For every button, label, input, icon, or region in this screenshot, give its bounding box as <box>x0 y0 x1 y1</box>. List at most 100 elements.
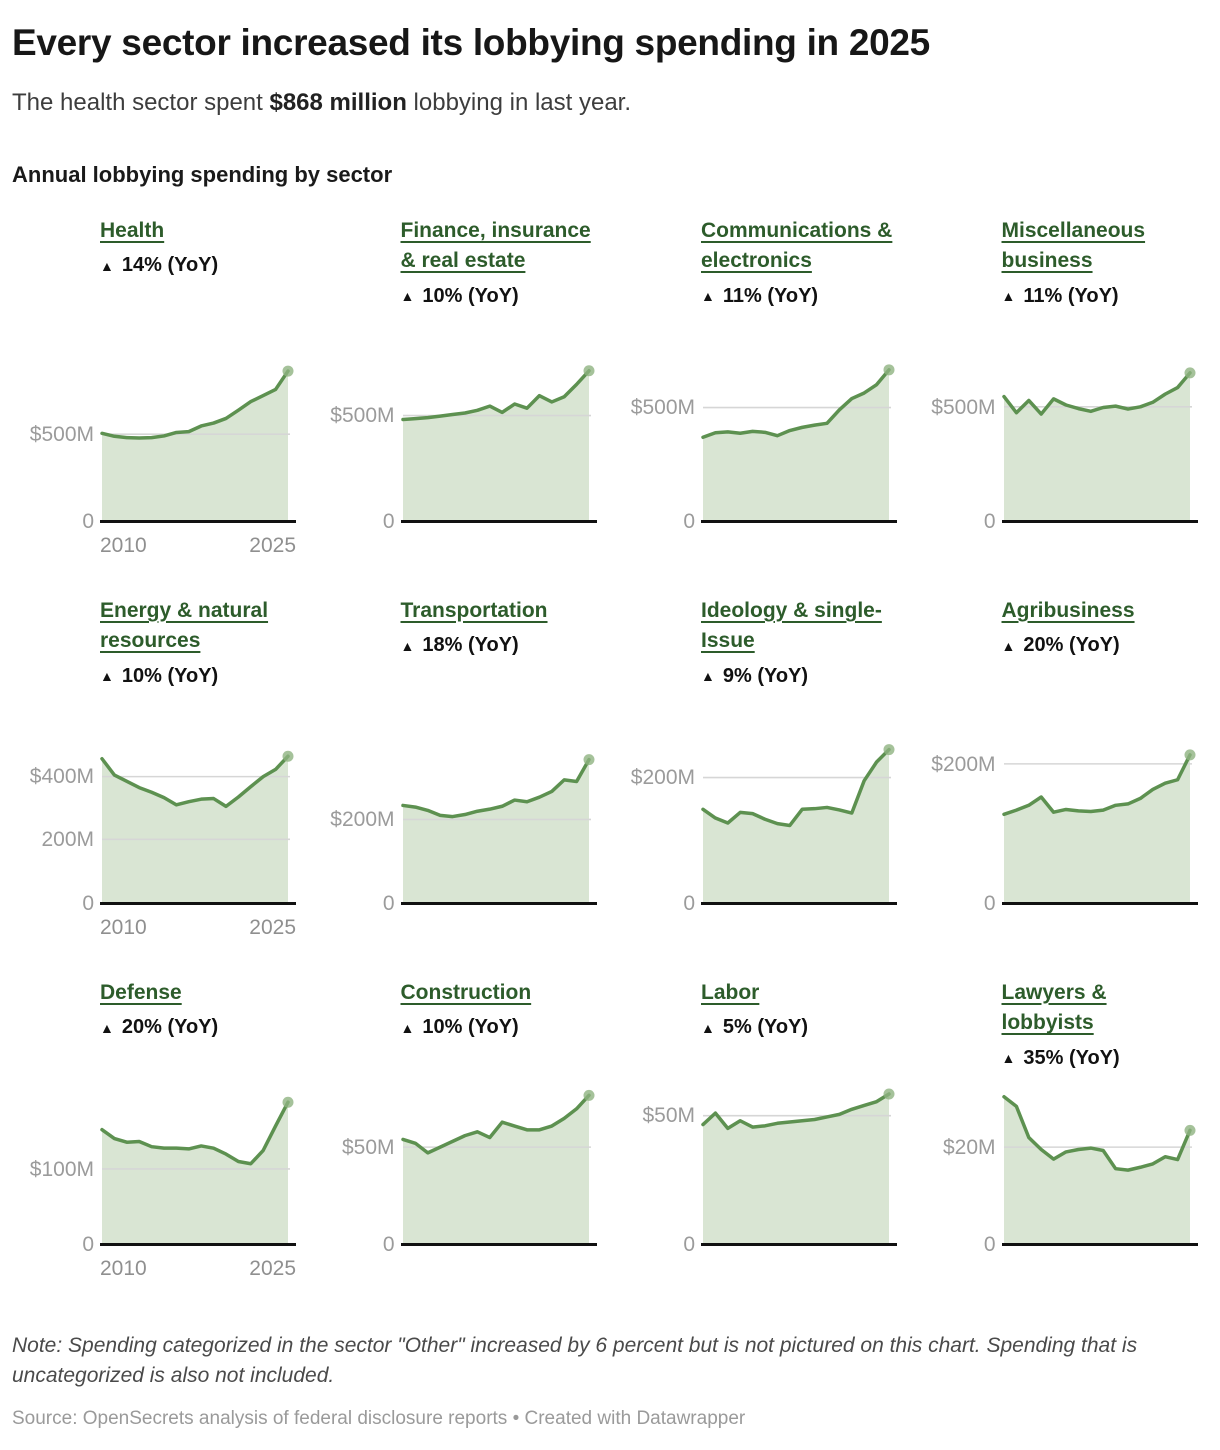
up-arrow-icon: ▲ <box>701 668 715 685</box>
chart-title-construction[interactable]: Construction <box>400 980 532 1004</box>
y-axis-label: 0 <box>82 1233 94 1257</box>
chart-title-lawyers-lobbyists[interactable]: Lawyers & lobbyists <box>1001 980 1107 1035</box>
chart-title-health[interactable]: Health <box>100 218 165 242</box>
latest-point-dot <box>583 753 594 765</box>
latest-point-dot <box>282 1096 294 1108</box>
area-fill <box>703 369 889 520</box>
chart-header: Health ▲ 14% (YoY) <box>100 216 296 352</box>
mini-area-chart-labor: $50M 0 <box>613 1075 906 1255</box>
yoy-change: ▲ 10% (YoY) <box>401 285 597 308</box>
trend-line <box>1001 1094 1192 1172</box>
latest-point-dot <box>883 364 895 376</box>
chart-canvas <box>1001 1094 1198 1246</box>
y-axis-label: $500M <box>931 395 996 419</box>
chart-title-energy-natural-resources[interactable]: Energy & natural resources <box>100 598 269 653</box>
yoy-change: ▲ 11% (YoY) <box>1002 285 1198 308</box>
up-arrow-icon: ▲ <box>1001 637 1016 654</box>
y-axis-label: $500M <box>630 396 695 420</box>
latest-point-dot <box>1184 749 1195 761</box>
chart-cell-lawyers-lobbyists: Lawyers & lobbyists ▲ 35% (YoY) $20M 0 <box>914 978 1207 1281</box>
up-arrow-icon: ▲ <box>400 637 415 654</box>
chart-canvas <box>100 1096 296 1246</box>
y-axis-label: 0 <box>82 892 94 916</box>
yoy-change-label: 11% (YoY) <box>722 284 819 307</box>
mini-area-chart-defense: $100M 0 <box>12 1075 305 1255</box>
charts-grid: Health ▲ 14% (YoY) $500M 0 2010 2025 Finance, i… <box>12 216 1206 1281</box>
latest-point-dot <box>883 1088 895 1100</box>
subtitle-suffix: lobbying in last year. <box>406 88 632 116</box>
yoy-change-label: 9% (YoY) <box>722 664 809 687</box>
chart-header: Lawyers & lobbyists ▲ 35% (YoY) <box>1002 978 1198 1075</box>
chart-cell-transportation: Transportation ▲ 18% (YoY) $200M 0 <box>313 596 606 940</box>
chart-header: Miscellaneous business ▲ 11% (YoY) <box>1002 216 1198 352</box>
mini-area-chart-communications-electronics: $500M 0 <box>613 352 906 532</box>
chart-header: Defense ▲ 20% (YoY) <box>100 978 296 1075</box>
y-axis-label: 0 <box>983 892 996 916</box>
area-fill <box>1003 754 1190 902</box>
x-axis-tick-label: 2010 <box>100 533 147 557</box>
yoy-change: ▲ 18% (YoY) <box>401 634 597 657</box>
chart-title-finance-insurance-real-estate[interactable]: Finance, insurance & real estate <box>400 218 591 273</box>
up-arrow-icon: ▲ <box>400 288 415 305</box>
chart-cell-health: Health ▲ 14% (YoY) $500M 0 2010 2025 <box>12 216 305 558</box>
area-fill <box>102 370 288 520</box>
chart-cell-miscellaneous-business: Miscellaneous business ▲ 11% (YoY) $500M 0 <box>914 216 1207 558</box>
y-axis-label: $500M <box>29 422 94 446</box>
chart-title-defense[interactable]: Defense <box>100 980 182 1004</box>
trend-line <box>1001 752 1192 816</box>
subtitle-prefix: The health sector spent <box>12 88 270 116</box>
yoy-change: ▲ 10% (YoY) <box>401 1016 597 1039</box>
y-axis-label: 0 <box>382 1233 395 1257</box>
mini-area-chart-lawyers-lobbyists: $20M 0 <box>914 1075 1207 1255</box>
latest-point-dot <box>282 750 294 762</box>
y-axis-label: 0 <box>382 892 395 916</box>
up-arrow-icon: ▲ <box>400 1019 415 1036</box>
yoy-change-label: 10% (YoY) <box>422 1016 519 1039</box>
y-axis-label: 0 <box>683 892 695 916</box>
chart-cell-construction: Construction ▲ 10% (YoY) $50M 0 <box>313 978 606 1281</box>
chart-cell-ideology-single-issue: Ideology & single-Issue ▲ 9% (YoY) $200M 0 <box>613 596 906 940</box>
chart-title-miscellaneous-business[interactable]: Miscellaneous business <box>1001 218 1146 273</box>
y-axis-label: 0 <box>983 510 996 534</box>
chart-cell-agribusiness: Agribusiness ▲ 20% (YoY) $200M 0 <box>914 596 1207 940</box>
chart-title-labor[interactable]: Labor <box>701 980 760 1004</box>
y-axis-label: $200M <box>931 752 996 776</box>
up-arrow-icon: ▲ <box>100 668 114 685</box>
chart-cell-labor: Labor ▲ 5% (YoY) $50M 0 <box>613 978 906 1281</box>
up-arrow-icon: ▲ <box>1001 1050 1016 1067</box>
up-arrow-icon: ▲ <box>1001 288 1016 305</box>
x-axis-tick-label: 2025 <box>249 915 296 939</box>
yoy-change-label: 10% (YoY) <box>422 284 519 307</box>
source-line: Source: OpenSecrets analysis of federal … <box>12 1407 746 1429</box>
y-axis-label: 200M <box>41 828 94 852</box>
x-axis-tick-label: 2010 <box>100 915 147 939</box>
x-axis-labels: 2010 2025 <box>100 1257 296 1281</box>
latest-point-dot <box>1184 367 1195 379</box>
yoy-change: ▲ 9% (YoY) <box>701 665 897 688</box>
latest-point-dot <box>583 365 594 377</box>
area-fill <box>102 1101 288 1243</box>
subtitle-highlight: $868 million <box>269 88 407 116</box>
chart-canvas <box>701 743 897 905</box>
chart-canvas <box>100 750 296 905</box>
chart-title-communications-electronics[interactable]: Communications & electronics <box>701 218 893 273</box>
chart-header: Energy & natural resources ▲ 10% (YoY) <box>100 596 296 734</box>
y-axis-label: $50M <box>642 1104 695 1128</box>
chart-header: Construction ▲ 10% (YoY) <box>401 978 597 1075</box>
mini-area-chart-ideology-single-issue: $200M 0 <box>613 734 906 914</box>
chart-title-transportation[interactable]: Transportation <box>400 598 548 622</box>
chart-cell-finance-insurance-real-estate: Finance, insurance & real estate ▲ 10% (Yo… <box>313 216 606 558</box>
chart-cell-defense: Defense ▲ 20% (YoY) $100M 0 2010 2025 <box>12 978 305 1281</box>
yoy-change-label: 20% (YoY) <box>1023 634 1120 657</box>
up-arrow-icon: ▲ <box>100 257 114 274</box>
y-axis-label: 0 <box>683 1233 695 1257</box>
chart-header: Ideology & single-Issue ▲ 9% (YoY) <box>701 596 897 734</box>
chart-canvas <box>701 364 897 523</box>
area-fill <box>402 759 589 902</box>
area-fill <box>402 370 589 520</box>
up-arrow-icon: ▲ <box>701 1019 715 1036</box>
y-axis-label: $20M <box>942 1135 996 1159</box>
chart-title-agribusiness[interactable]: Agribusiness <box>1001 598 1135 622</box>
chart-title-ideology-single-issue[interactable]: Ideology & single-Issue <box>701 598 882 653</box>
